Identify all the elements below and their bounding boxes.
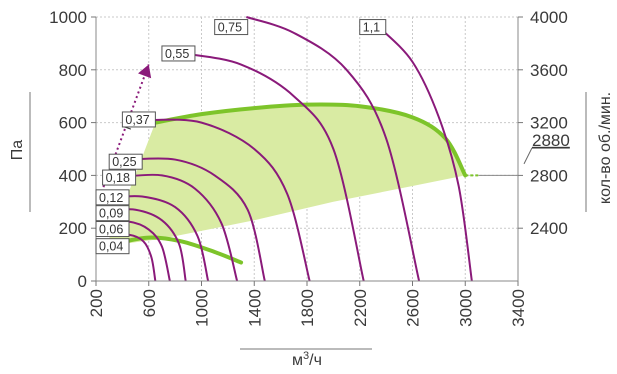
- power-label: 0,37: [121, 111, 156, 128]
- efficiency-arrow-head: [138, 64, 152, 79]
- x-tick-label: 2200: [351, 289, 370, 327]
- efficiency-arrow-line: [99, 64, 150, 197]
- power-curve: [109, 195, 210, 282]
- power-curve: [128, 157, 266, 282]
- y-right-tick-label: 4000: [530, 8, 568, 27]
- y-right-tick-label: 3200: [530, 114, 568, 133]
- power-label-text: 1,1: [363, 21, 380, 35]
- y-left-tick-label: 0: [78, 272, 87, 291]
- power-label-text: 0,18: [106, 171, 130, 185]
- y-axis-right-title: кол-во об./мин.: [597, 92, 614, 204]
- operating-region-upper-edge: [153, 102, 468, 178]
- x-tick-label: 2600: [404, 289, 423, 327]
- power-label: 1,1: [359, 19, 387, 36]
- power-curve: [188, 52, 365, 282]
- power-curve: [148, 118, 311, 282]
- power-label-box: [214, 19, 249, 36]
- power-label-box: [121, 111, 156, 128]
- power-label: 0,09: [95, 205, 130, 222]
- power-label-box: [359, 19, 387, 36]
- power-label-text: 0,04: [99, 240, 123, 254]
- power-label-box: [102, 169, 137, 186]
- x-tick-label: 1000: [193, 289, 212, 327]
- rpm-marker-label: 2880: [532, 131, 570, 150]
- y-left-tick-label: 1000: [49, 8, 87, 27]
- x-tick-label: 3000: [456, 289, 475, 327]
- x-tick-label: 1400: [245, 289, 264, 327]
- y-left-tick-label: 800: [59, 61, 87, 80]
- x-tick-label: 600: [140, 289, 159, 317]
- power-label: 0,25: [108, 153, 143, 170]
- y-left-tick-label: 200: [59, 219, 87, 238]
- power-label-text: 0,55: [165, 47, 189, 61]
- power-label: 0,06: [95, 221, 130, 238]
- power-label: 0,04: [95, 238, 130, 255]
- y-left-tick-label: 400: [59, 166, 87, 185]
- power-label-box: [108, 153, 143, 170]
- power-labels: 0,04 0,06 0,09 0,12 0,18 0,25 0,37 0,55 0,75 1,1: [95, 19, 387, 255]
- power-label-text: 0,06: [99, 223, 123, 237]
- x-tick-label: 3400: [509, 289, 528, 327]
- power-label-box: [95, 189, 130, 206]
- x-tick-label: 1800: [298, 289, 317, 327]
- power-curve: [246, 16, 421, 282]
- y-right-tick-label: 3600: [530, 61, 568, 80]
- rpm-marker-leader: [523, 147, 533, 165]
- power-curve: [122, 173, 239, 282]
- y-left-tick-label: 600: [59, 114, 87, 133]
- operating-region: [103, 102, 518, 265]
- power-label: 0,12: [95, 189, 130, 206]
- y-right-tick-label: 2800: [530, 166, 568, 185]
- axis-ticks: 0200400600800100024002800320036004000288…: [49, 8, 570, 327]
- power-label-box: [95, 205, 130, 222]
- power-label-text: 0,75: [218, 21, 242, 35]
- y-right-tick-label: 2400: [530, 219, 568, 238]
- power-label: 0,55: [161, 45, 196, 62]
- power-label-box: [161, 45, 196, 62]
- power-label-text: 0,37: [125, 113, 149, 127]
- power-label-box: [95, 221, 130, 238]
- x-axis-title: м3/ч: [292, 350, 322, 369]
- power-label: 0,18: [102, 169, 137, 186]
- x-tick-label: 200: [87, 289, 106, 317]
- power-label-text: 0,12: [99, 191, 123, 205]
- y-axis-left-title: Па: [9, 140, 26, 161]
- power-label-text: 0,09: [99, 207, 123, 221]
- operating-region-fill: [105, 104, 466, 248]
- power-label-text: 0,25: [112, 155, 136, 169]
- power-label-box: [95, 238, 130, 255]
- power-label: 0,75: [214, 19, 249, 36]
- power-curve: [378, 26, 473, 282]
